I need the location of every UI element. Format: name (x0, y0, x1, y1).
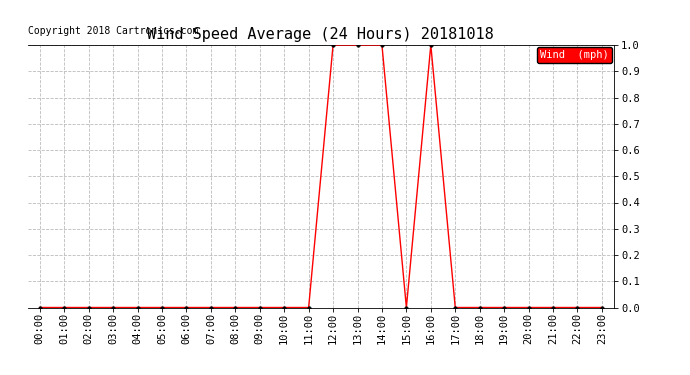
Legend: Wind  (mph): Wind (mph) (537, 47, 612, 63)
Title: Wind Speed Average (24 Hours) 20181018: Wind Speed Average (24 Hours) 20181018 (148, 27, 494, 42)
Text: Copyright 2018 Cartronics.com: Copyright 2018 Cartronics.com (28, 26, 198, 36)
